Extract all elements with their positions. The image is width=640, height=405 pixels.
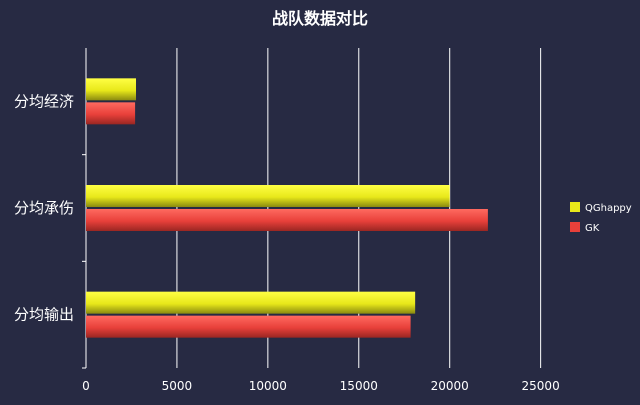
legend-label: QGhappy	[585, 203, 632, 214]
x-tick-label: 25000	[522, 379, 560, 393]
legend-swatch	[570, 222, 580, 232]
bar-gk-1	[86, 209, 488, 231]
y-category-label: 分均输出	[14, 306, 74, 324]
legend-label: GK	[585, 223, 600, 234]
bar-qghappy-2	[86, 291, 416, 314]
x-tick-label: 20000	[431, 379, 469, 393]
x-tick-label: 10000	[249, 379, 287, 393]
y-category-label: 分均承伤	[14, 199, 74, 217]
bar-qghappy-1	[86, 185, 450, 207]
bar-qghappy-0	[86, 78, 137, 101]
y-category-label: 分均经济	[14, 92, 74, 110]
x-tick-label: 0	[82, 379, 90, 393]
x-tick-label: 15000	[340, 379, 378, 393]
bar-gk-0	[86, 102, 136, 125]
chart-title: 战队数据对比	[272, 9, 368, 28]
bar-gk-2	[86, 315, 411, 338]
legend-swatch	[570, 202, 580, 212]
x-tick-label: 5000	[162, 379, 193, 393]
